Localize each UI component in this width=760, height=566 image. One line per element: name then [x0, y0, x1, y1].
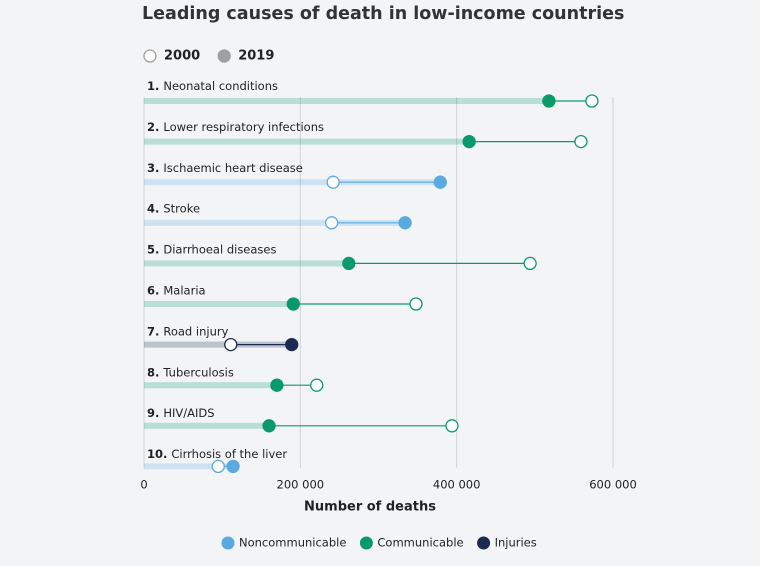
rank: 6.	[147, 283, 159, 297]
rank: 2.	[147, 119, 159, 133]
point	[262, 419, 276, 433]
rank: 10.	[147, 447, 167, 461]
category: Stroke	[163, 201, 200, 215]
legend-marker	[143, 49, 157, 63]
x-tick-label: 600 000	[589, 478, 637, 492]
legend-marker	[221, 536, 235, 550]
row-label: 2. Lower respiratory infections	[147, 119, 324, 133]
row-label: 10. Cirrhosis of the liver	[147, 447, 287, 461]
row-label: 6. Malaria	[147, 283, 206, 297]
point	[409, 297, 423, 311]
rank: 1.	[147, 79, 159, 93]
rank: 5.	[147, 242, 159, 256]
point	[342, 256, 356, 271]
row-label: 4. Stroke	[147, 201, 200, 215]
band	[144, 463, 234, 470]
rank: 9.	[147, 406, 159, 420]
legend-label: 2000	[164, 49, 200, 64]
category: Cirrhosis of the liver	[171, 447, 287, 461]
category: HIV/AIDS	[163, 406, 214, 420]
category: Neonatal conditions	[163, 79, 278, 93]
band	[144, 179, 441, 186]
category: Ischaemic heart disease	[163, 160, 302, 174]
point	[574, 134, 588, 149]
row-label: 1. Neonatal conditions	[147, 79, 278, 93]
chart-title: Leading causes of death in low-income co…	[142, 4, 624, 24]
band	[144, 422, 270, 429]
row-label: 3. Ischaemic heart disease	[147, 160, 303, 174]
category: Diarrhoeal diseases	[163, 242, 276, 256]
point	[224, 337, 238, 352]
rank: 8.	[147, 365, 159, 379]
band	[144, 341, 292, 348]
point	[285, 337, 299, 352]
row-label: 7. Road injury	[147, 324, 229, 338]
band	[144, 382, 277, 389]
band	[144, 98, 549, 104]
point	[542, 94, 556, 108]
category: Lower respiratory infections	[163, 119, 324, 133]
legend-marker	[217, 49, 231, 63]
band	[144, 301, 294, 307]
x-axis-title: Number of deaths	[304, 500, 436, 515]
x-tick-label: 400 000	[433, 478, 481, 492]
point	[445, 419, 459, 433]
rank: 4.	[147, 201, 159, 215]
legend-label: Communicable	[377, 536, 463, 550]
point	[270, 378, 284, 392]
point	[211, 459, 225, 474]
legend-marker	[477, 536, 491, 550]
legend-label: Injuries	[495, 536, 537, 550]
legend-marker	[359, 536, 373, 550]
point	[324, 216, 339, 230]
category: Road injury	[163, 324, 228, 338]
band	[144, 219, 406, 226]
x-tick-label: 200 000	[277, 478, 325, 492]
rank: 7.	[147, 324, 159, 338]
point	[310, 378, 324, 392]
row-label: 9. HIV/AIDS	[147, 406, 215, 420]
point	[286, 297, 300, 311]
row-label: 8. Tuberculosis	[147, 365, 234, 379]
category: Tuberculosis	[162, 365, 233, 379]
point	[523, 256, 537, 271]
rank: 3.	[147, 160, 159, 174]
point	[585, 94, 599, 108]
row-label: 5. Diarrhoeal diseases	[147, 242, 277, 256]
point	[398, 216, 412, 230]
point	[433, 175, 447, 189]
point	[226, 459, 240, 474]
legend-label: Noncommunicable	[239, 536, 346, 550]
category: Malaria	[163, 283, 205, 297]
x-tick-label: 0	[140, 478, 147, 492]
legend-label: 2019	[238, 49, 274, 64]
band	[144, 138, 470, 145]
point	[326, 175, 340, 189]
band	[144, 260, 349, 267]
point	[462, 134, 476, 149]
